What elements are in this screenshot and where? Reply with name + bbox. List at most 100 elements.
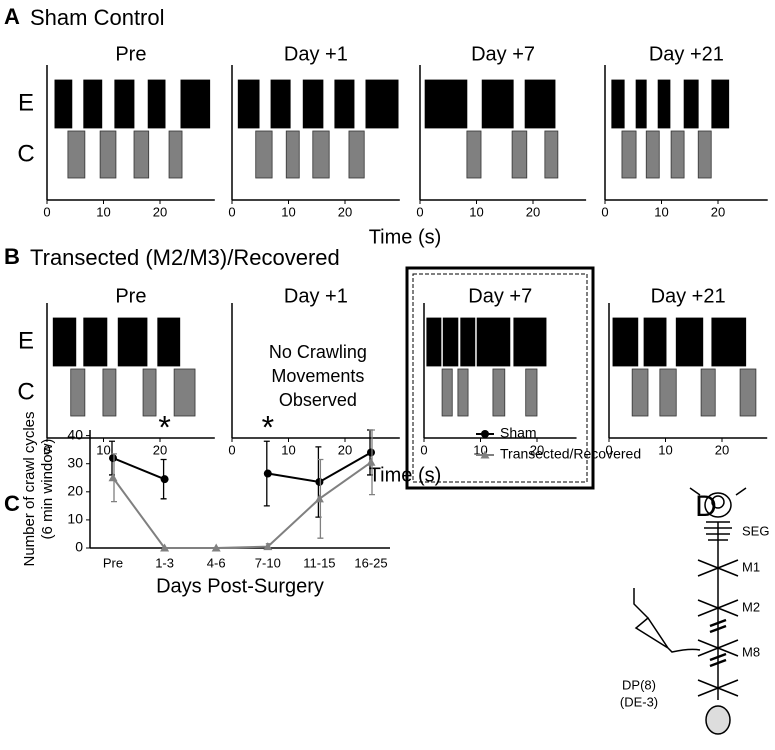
- head-ganglion-inner: [711, 495, 725, 509]
- x-tick-label: 20: [530, 442, 544, 457]
- segmental-nerves: [697, 559, 739, 697]
- series-line: [112, 461, 372, 549]
- x-tick-label: 16-25: [354, 555, 387, 570]
- x-tick-label: 11-15: [303, 555, 335, 570]
- significance-marker: *: [262, 409, 274, 445]
- x-tick-label: 0: [228, 204, 235, 219]
- burst: [99, 130, 117, 179]
- burst: [524, 79, 556, 129]
- marker: [108, 473, 118, 482]
- x-tick-label: 0: [601, 204, 608, 219]
- marker: [315, 477, 324, 486]
- burst: [683, 79, 699, 129]
- subplot-title: Pre: [115, 43, 146, 65]
- subplot-title: Day +1: [284, 285, 348, 307]
- x-tick-label: 0: [228, 442, 235, 457]
- nerve-cord-diagram: [633, 487, 747, 735]
- burst: [631, 368, 649, 417]
- burst: [621, 130, 637, 179]
- seg-stripes: [704, 521, 732, 541]
- note: No Crawling: [269, 342, 367, 362]
- y-tick-label: 20: [67, 483, 83, 499]
- x-tick-label: 20: [715, 442, 729, 457]
- x-tick-label: 10: [96, 442, 110, 457]
- burst: [117, 317, 148, 367]
- panel-label: A: [4, 4, 20, 29]
- electrode-label: (DE-3): [620, 694, 658, 709]
- burst: [700, 368, 716, 417]
- panel-title: Sham Control: [30, 5, 165, 30]
- x-tick-label: 0: [416, 204, 423, 219]
- electrode-label: DP(8): [622, 677, 656, 692]
- x-tick-label: 20: [711, 204, 725, 219]
- x-tick-label: 4-6: [207, 555, 226, 570]
- burst: [302, 79, 324, 129]
- burst: [457, 368, 469, 417]
- panel-label: C: [4, 491, 20, 516]
- ganglion-label: M1: [742, 559, 760, 574]
- x-tick-label: 20: [153, 204, 167, 219]
- marker: [160, 543, 170, 552]
- x-tick-label: 20: [526, 204, 540, 219]
- burst: [424, 79, 468, 129]
- row-label: E: [18, 327, 34, 354]
- burst: [334, 79, 355, 129]
- panel-label: B: [4, 244, 20, 269]
- y-axis-title: Number of crawl cycles: [21, 411, 38, 566]
- subplot-title: Day +21: [649, 43, 724, 65]
- burst: [83, 317, 108, 367]
- burst: [114, 79, 135, 129]
- burst: [670, 130, 685, 179]
- y-tick-label: 30: [67, 454, 83, 470]
- marker: [160, 475, 169, 484]
- burst: [711, 79, 730, 129]
- cut-marks: [709, 618, 727, 668]
- head-ganglion: [704, 492, 732, 518]
- y-tick-label: 10: [67, 511, 83, 527]
- burst: [285, 130, 300, 179]
- burst: [83, 79, 103, 129]
- subplot-title: Day +7: [468, 285, 532, 307]
- x-tick-label: Pre: [103, 555, 123, 570]
- burst: [645, 130, 660, 179]
- x-tick-label: 10: [281, 204, 295, 219]
- burst: [441, 368, 453, 417]
- highlight-box-inner: [412, 273, 588, 483]
- x-tick-label: 10: [469, 204, 483, 219]
- head-nerves: [689, 487, 747, 496]
- legend-marker: [481, 430, 489, 438]
- legend-label: Transected/Recovered: [500, 446, 641, 462]
- burst: [525, 368, 538, 417]
- burst: [180, 79, 211, 129]
- burst: [492, 368, 506, 417]
- burst: [675, 317, 704, 367]
- x-tick-label: 7-10: [255, 555, 281, 570]
- marker: [211, 543, 221, 552]
- burst: [157, 317, 181, 367]
- row-label: C: [17, 140, 34, 167]
- burst: [481, 79, 514, 129]
- x-axis-title: Days Post-Surgery: [156, 575, 324, 597]
- burst: [513, 317, 547, 367]
- burst: [168, 130, 183, 179]
- burst: [739, 368, 757, 417]
- subplot-title: Day +7: [471, 43, 535, 65]
- y-tick-label: 40: [67, 426, 83, 442]
- burst: [511, 130, 528, 179]
- burst: [442, 317, 459, 367]
- ganglion-label: SEG: [742, 523, 769, 538]
- row-label: C: [17, 378, 34, 405]
- burst: [67, 130, 86, 179]
- burst: [466, 130, 482, 179]
- x-tick-label: 1-3: [155, 555, 174, 570]
- x-tick-label: 10: [96, 204, 110, 219]
- burst: [173, 368, 196, 417]
- burst: [270, 79, 291, 129]
- recording-nerve: [667, 647, 701, 653]
- x-tick-label: 20: [338, 204, 352, 219]
- tail-ganglion: [705, 705, 731, 735]
- burst: [697, 130, 712, 179]
- burst: [635, 79, 647, 129]
- burst: [147, 79, 166, 129]
- burst: [612, 317, 639, 367]
